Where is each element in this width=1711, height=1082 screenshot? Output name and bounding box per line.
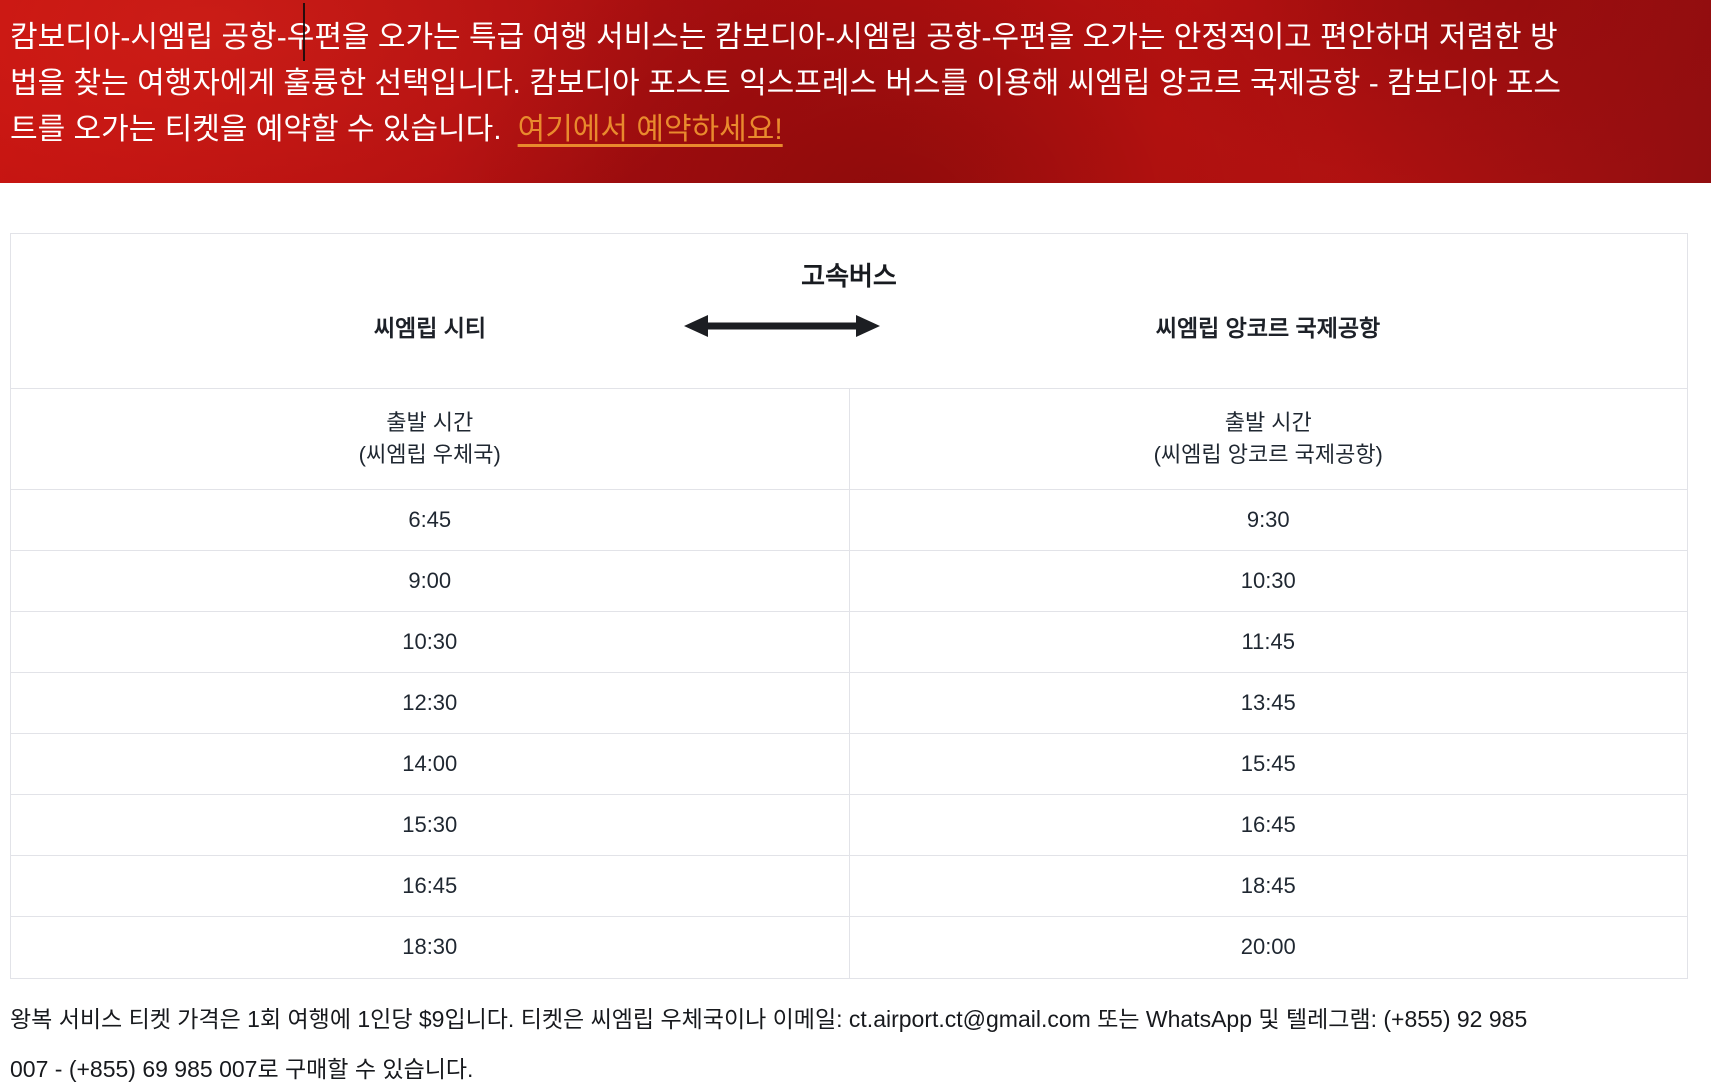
col-header-line2: (씨엠립 앙코르 국제공항) bbox=[1153, 442, 1383, 467]
table-row: 18:30 20:00 bbox=[11, 916, 1687, 978]
table-row: 14:00 15:45 bbox=[11, 733, 1687, 795]
time-cell: 16:45 bbox=[11, 855, 850, 917]
time-cell: 9:30 bbox=[849, 489, 1687, 551]
table-row: 10:30 11:45 bbox=[11, 611, 1687, 673]
col-header-line2: (씨엠립 우체국) bbox=[358, 442, 501, 467]
departure-col-header-left: 출발 시간 (씨엠립 우체국) bbox=[11, 388, 850, 490]
timetable-title: 고속버스 bbox=[801, 261, 897, 291]
subheader-row: 출발 시간 (씨엠립 우체국) 출발 시간 (씨엠립 앙코르 국제공항) bbox=[11, 388, 1687, 490]
route-header-row: 씨엠립 시티 씨엠립 앙코르 국제공항 bbox=[11, 309, 1687, 343]
timetable: 출발 시간 (씨엠립 우체국) 출발 시간 (씨엠립 앙코르 국제공항) 6:4… bbox=[11, 388, 1687, 978]
time-cell: 10:30 bbox=[11, 611, 850, 673]
route-header-right: 씨엠립 앙코르 국제공항 bbox=[1155, 315, 1381, 341]
time-cell: 15:30 bbox=[11, 794, 850, 856]
time-cell: 16:45 bbox=[849, 794, 1687, 856]
table-row: 9:00 10:30 bbox=[11, 550, 1687, 612]
table-row: 16:45 18:45 bbox=[11, 855, 1687, 917]
time-cell: 12:30 bbox=[11, 672, 850, 734]
time-cell: 14:00 bbox=[11, 733, 850, 795]
time-cell: 20:00 bbox=[849, 916, 1687, 978]
time-cell: 9:00 bbox=[11, 550, 850, 612]
booking-link[interactable]: 여기에서 예약하세요! bbox=[517, 113, 783, 146]
time-cell: 6:45 bbox=[11, 489, 850, 551]
timetable-caption: 고속버스 씨엠립 시티 씨엠립 앙코르 국제공항 bbox=[11, 234, 1687, 388]
time-cell: 15:45 bbox=[849, 733, 1687, 795]
time-cell: 11:45 bbox=[849, 611, 1687, 673]
col-header-line1: 출발 시간 bbox=[1224, 410, 1312, 435]
footer-note: 왕복 서비스 티켓 가격은 1회 여행에 1인당 $9입니다. 티켓은 씨엠립 … bbox=[10, 1005, 1528, 1082]
time-cell: 18:45 bbox=[849, 855, 1687, 917]
time-cell: 13:45 bbox=[849, 672, 1687, 734]
time-cell: 18:30 bbox=[11, 916, 850, 978]
double-arrow-icon bbox=[683, 313, 880, 339]
table-row: 12:30 13:45 bbox=[11, 672, 1687, 734]
table-row: 15:30 16:45 bbox=[11, 794, 1687, 856]
text-caret bbox=[303, 3, 305, 61]
time-cell: 10:30 bbox=[849, 550, 1687, 612]
departure-col-header-right: 출발 시간 (씨엠립 앙코르 국제공항) bbox=[849, 388, 1687, 490]
hero-banner: 캄보디아-시엠립 공항-우편을 오가는 특급 여행 서비스는 캄보디아-시엠립 … bbox=[0, 0, 1711, 183]
col-header-line1: 출발 시간 bbox=[386, 410, 474, 435]
timetable-card: 고속버스 씨엠립 시티 씨엠립 앙코르 국제공항 출발 시간 (씨엠립 우체국) bbox=[10, 233, 1688, 979]
route-header-left: 씨엠립 시티 bbox=[373, 315, 487, 341]
table-row: 6:45 9:30 bbox=[11, 489, 1687, 551]
banner-text: 캄보디아-시엠립 공항-우편을 오가는 특급 여행 서비스는 캄보디아-시엠립 … bbox=[10, 21, 1561, 146]
